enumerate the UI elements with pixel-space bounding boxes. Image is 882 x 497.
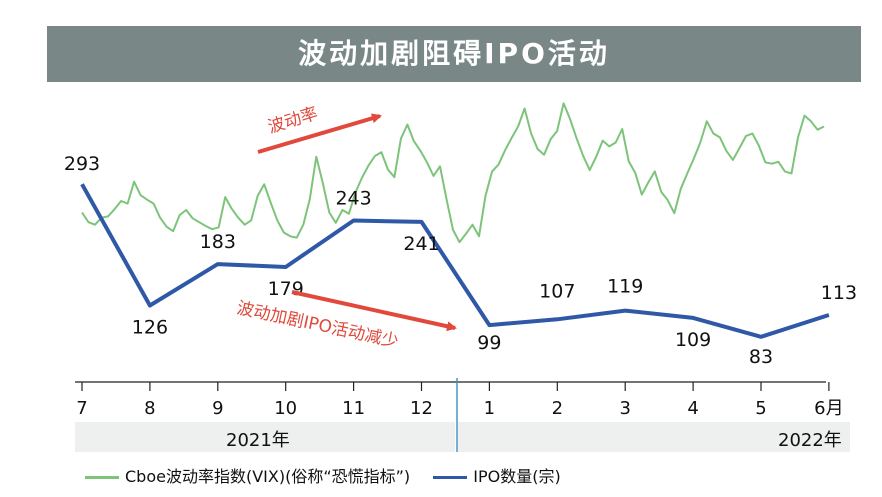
annotation-vix-label: 波动率	[266, 104, 321, 138]
legend-item-vix: Cboe波动率指数(VIX)(俗称“恐慌指标”)	[85, 463, 410, 487]
ipo-data-label: 126	[132, 317, 168, 339]
x-tick-label: 7	[76, 398, 87, 419]
annotation-ipo-decline-label: 波动加剧IPO活动减少	[235, 298, 400, 352]
legend-swatch-vix	[85, 476, 119, 479]
ipo-data-label: 243	[335, 187, 371, 209]
legend-swatch-ipo	[433, 476, 468, 479]
ipo-data-label: 113	[821, 282, 857, 304]
legend-item-ipo: IPO数量(宗)	[433, 463, 561, 487]
vix-series-line	[81, 102, 825, 244]
ipo-data-label: 179	[268, 278, 304, 300]
x-tick-label: 12	[410, 398, 433, 419]
ipo-series-line	[80, 183, 830, 339]
ipo-data-label: 241	[403, 233, 439, 255]
ipo-data-label: 99	[477, 332, 501, 354]
legend: Cboe波动率指数(VIX)(俗称“恐慌指标”) IPO数量(宗)	[85, 463, 579, 487]
legend-label-ipo: IPO数量(宗)	[473, 467, 561, 486]
year-band-2021	[75, 422, 455, 452]
x-tick-label: 5	[755, 398, 766, 419]
ipo-data-label: 83	[749, 346, 773, 368]
legend-label-vix: Cboe波动率指数(VIX)(俗称“恐慌指标”)	[125, 467, 411, 486]
ipo-data-label: 119	[607, 276, 643, 298]
ipo-data-label: 107	[539, 280, 575, 302]
chart-title: 波动加剧阻碍IPO活动	[47, 26, 861, 82]
x-tick-label: 10	[274, 398, 297, 419]
x-tick-label: 2	[552, 398, 563, 419]
ipo-data-label: 183	[200, 231, 236, 253]
ipo-data-label: 109	[675, 329, 711, 351]
x-tick-label: 3	[619, 398, 630, 419]
x-tick-label: 6月	[814, 398, 843, 419]
year-label-2021: 2021年	[226, 430, 290, 451]
year-band-2022	[458, 422, 850, 452]
vix-rise-arrow	[257, 113, 382, 154]
x-tick-label: 4	[687, 398, 698, 419]
ipo-data-label: 293	[64, 153, 100, 175]
x-tick-label: 8	[144, 398, 155, 419]
x-tick-label: 1	[484, 398, 495, 419]
x-tick-label: 11	[342, 398, 365, 419]
year-label-2022: 2022年	[778, 430, 842, 451]
x-tick-label: 9	[212, 398, 223, 419]
ipo-decline-arrow	[291, 290, 457, 332]
